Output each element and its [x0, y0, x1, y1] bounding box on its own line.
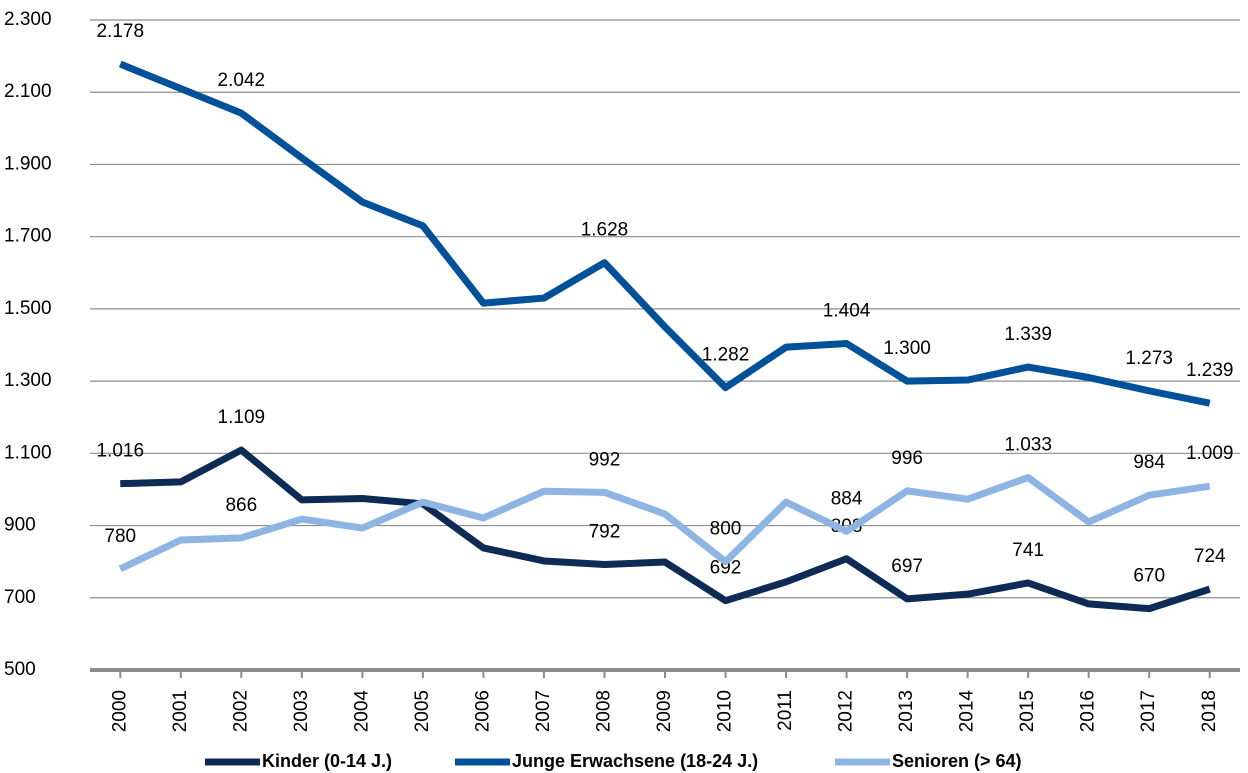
data-label: 692: [710, 558, 742, 579]
y-tick-label: 700: [4, 587, 36, 608]
data-label: 1.300: [883, 338, 931, 359]
data-label: 2.178: [96, 21, 144, 42]
legend-label: Junge Erwachsene (18-24 J.): [512, 751, 758, 771]
legend-label: Kinder (0-14 J.): [262, 751, 392, 771]
x-tick-label: 2009: [654, 690, 675, 732]
data-label: 1.282: [702, 345, 750, 366]
data-label: 1.628: [581, 220, 629, 241]
data-label: 1.009: [1186, 443, 1234, 464]
x-tick-label: 2018: [1199, 690, 1220, 732]
data-label: 670: [1133, 566, 1165, 587]
x-tick-label: 2004: [351, 690, 372, 733]
x-tick-label: 2012: [836, 690, 857, 732]
x-tick-label: 2011: [775, 690, 796, 731]
data-label: 780: [104, 526, 136, 547]
x-tick-label: 2003: [291, 690, 312, 732]
x-tick-label: 2008: [593, 690, 614, 732]
y-tick-label: 1.100: [4, 442, 52, 463]
x-tick-label: 2007: [533, 690, 554, 732]
legend-label: Senioren (> 64): [892, 751, 1022, 771]
legend: Kinder (0-14 J.) Junge Erwachsene (18-24 …: [205, 751, 1022, 771]
x-tick-label: 2015: [1017, 690, 1038, 732]
x-tick-label: 2006: [472, 690, 493, 732]
data-label: 808: [831, 516, 863, 537]
data-label: 866: [225, 495, 257, 516]
series-line: [120, 446, 1211, 613]
x-tick-label: 2005: [412, 690, 433, 732]
data-label: 992: [589, 449, 621, 470]
y-tick-label: 900: [4, 515, 36, 536]
data-label: 1.273: [1125, 348, 1173, 369]
data-label: 724: [1194, 546, 1226, 567]
x-tick-label: 2016: [1078, 690, 1099, 732]
series-line: [118, 60, 1211, 407]
data-label: 1.109: [218, 407, 266, 428]
data-label: 984: [1133, 452, 1165, 473]
data-label: 1.339: [1004, 324, 1052, 345]
data-label: 800: [710, 519, 742, 540]
series-line: [118, 474, 1211, 573]
y-tick-label: 1.900: [4, 153, 52, 174]
y-tick-label: 1.500: [4, 298, 52, 319]
data-label: 1.404: [823, 301, 871, 322]
y-tick-label: 1.300: [4, 370, 52, 391]
x-tick-label: 2001: [170, 690, 191, 732]
data-label: 792: [589, 522, 621, 543]
x-tick-label: 2013: [896, 690, 917, 732]
data-label: 996: [891, 448, 923, 469]
x-tick-label: 2002: [230, 690, 251, 732]
x-tick-label: 2000: [109, 690, 130, 732]
data-label: 2.042: [218, 70, 266, 91]
data-label: 1.239: [1186, 360, 1234, 381]
x-tick-label: 2017: [1138, 690, 1159, 732]
y-tick-label: 2.100: [4, 81, 52, 102]
y-tick-label: 2.300: [4, 9, 52, 30]
x-tick-label: 2010: [715, 690, 736, 732]
data-label: 1.016: [96, 441, 144, 462]
x-tick-label: 2014: [957, 690, 978, 733]
y-tick-label: 1.700: [4, 226, 52, 247]
y-tick-label: 500: [4, 659, 36, 680]
data-label: 697: [891, 556, 923, 577]
data-label: 1.033: [1004, 435, 1052, 456]
data-label: 884: [831, 488, 863, 509]
data-label: 741: [1012, 540, 1044, 561]
